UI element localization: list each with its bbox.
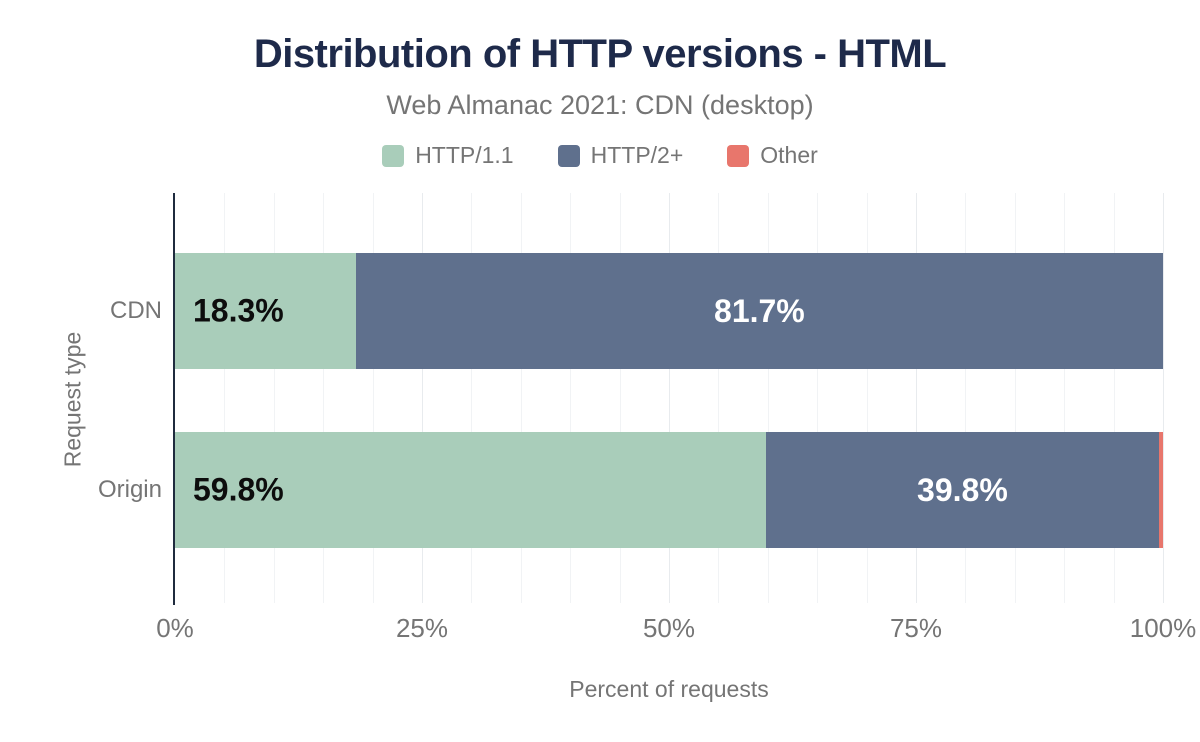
- bar-value-label: 81.7%: [714, 292, 805, 329]
- legend: HTTP/1.1 HTTP/2+ Other: [0, 142, 1200, 169]
- bar-value-label: 59.8%: [193, 471, 284, 508]
- legend-label: Other: [760, 142, 818, 168]
- gridline-85pct: [1014, 193, 1016, 603]
- bar-segment-origin-other[interactable]: [1159, 432, 1163, 548]
- legend-item-http-1-1: HTTP/1.1: [382, 142, 514, 169]
- gridline-40pct: [570, 193, 572, 603]
- gridline-75pct: [916, 193, 917, 603]
- legend-item-other: Other: [727, 142, 818, 169]
- gridline-55pct: [718, 193, 720, 603]
- gridline-100pct: [1163, 193, 1164, 603]
- gridline-20pct: [372, 193, 374, 603]
- bar-segment-cdn-http-1-1[interactable]: 18.3%: [175, 253, 356, 369]
- chart-subtitle: Web Almanac 2021: CDN (desktop): [386, 90, 814, 120]
- gridline-15pct: [323, 193, 325, 603]
- x-axis-tick-labels: 0% 25% 50% 75% 100%: [156, 613, 1196, 643]
- bar-value-label: 18.3%: [193, 292, 284, 329]
- x-tick-0pct: 0%: [156, 613, 194, 643]
- bar-row-origin: 59.8% 39.8%: [175, 432, 1163, 548]
- legend-swatch-icon: [727, 144, 750, 167]
- gridline-25pct: [422, 193, 423, 603]
- legend-swatch-icon: [382, 144, 405, 167]
- gridline-5pct: [224, 193, 226, 603]
- x-tick-75pct: 75%: [889, 613, 943, 643]
- bar-segment-cdn-http-2[interactable]: 81.7%: [355, 253, 1163, 369]
- x-tick-50pct: 50%: [642, 613, 696, 643]
- legend-swatch-icon: [557, 144, 580, 167]
- gridline-80pct: [965, 193, 967, 603]
- gridline-35pct: [520, 193, 522, 603]
- x-axis-title: Percent of requests: [569, 676, 769, 702]
- bar-row-cdn: 18.3% 81.7%: [175, 253, 1163, 369]
- plot-area: 18.3% 81.7% 59.8% 39.8%: [175, 193, 1164, 603]
- bar-segment-origin-http-1-1[interactable]: 59.8%: [175, 432, 766, 548]
- legend-label: HTTP/2+: [590, 142, 684, 168]
- y-axis-line: [173, 193, 175, 605]
- bar-value-label: 39.8%: [917, 471, 1008, 508]
- x-tick-100pct: 100%: [1129, 613, 1197, 643]
- category-label-cdn: CDN: [110, 297, 162, 324]
- gridline-65pct: [817, 193, 819, 603]
- legend-label: HTTP/1.1: [415, 142, 514, 168]
- gridline-95pct: [1113, 193, 1115, 603]
- chart-title: Distribution of HTTP versions - HTML: [253, 32, 947, 76]
- gridline-70pct: [866, 193, 868, 603]
- bar-segment-origin-http-2[interactable]: 39.8%: [765, 432, 1160, 548]
- x-tick-25pct: 25%: [395, 613, 449, 643]
- gridline-50pct: [669, 193, 670, 603]
- legend-item-http-2: HTTP/2+: [557, 142, 684, 169]
- category-label-origin: Origin: [97, 476, 162, 503]
- gridline-30pct: [471, 193, 473, 603]
- gridline-10pct: [273, 193, 275, 603]
- gridline-90pct: [1064, 193, 1066, 603]
- gridline-60pct: [767, 193, 769, 603]
- gridline-45pct: [619, 193, 621, 603]
- y-axis-category-labels: CDN Origin: [0, 193, 162, 603]
